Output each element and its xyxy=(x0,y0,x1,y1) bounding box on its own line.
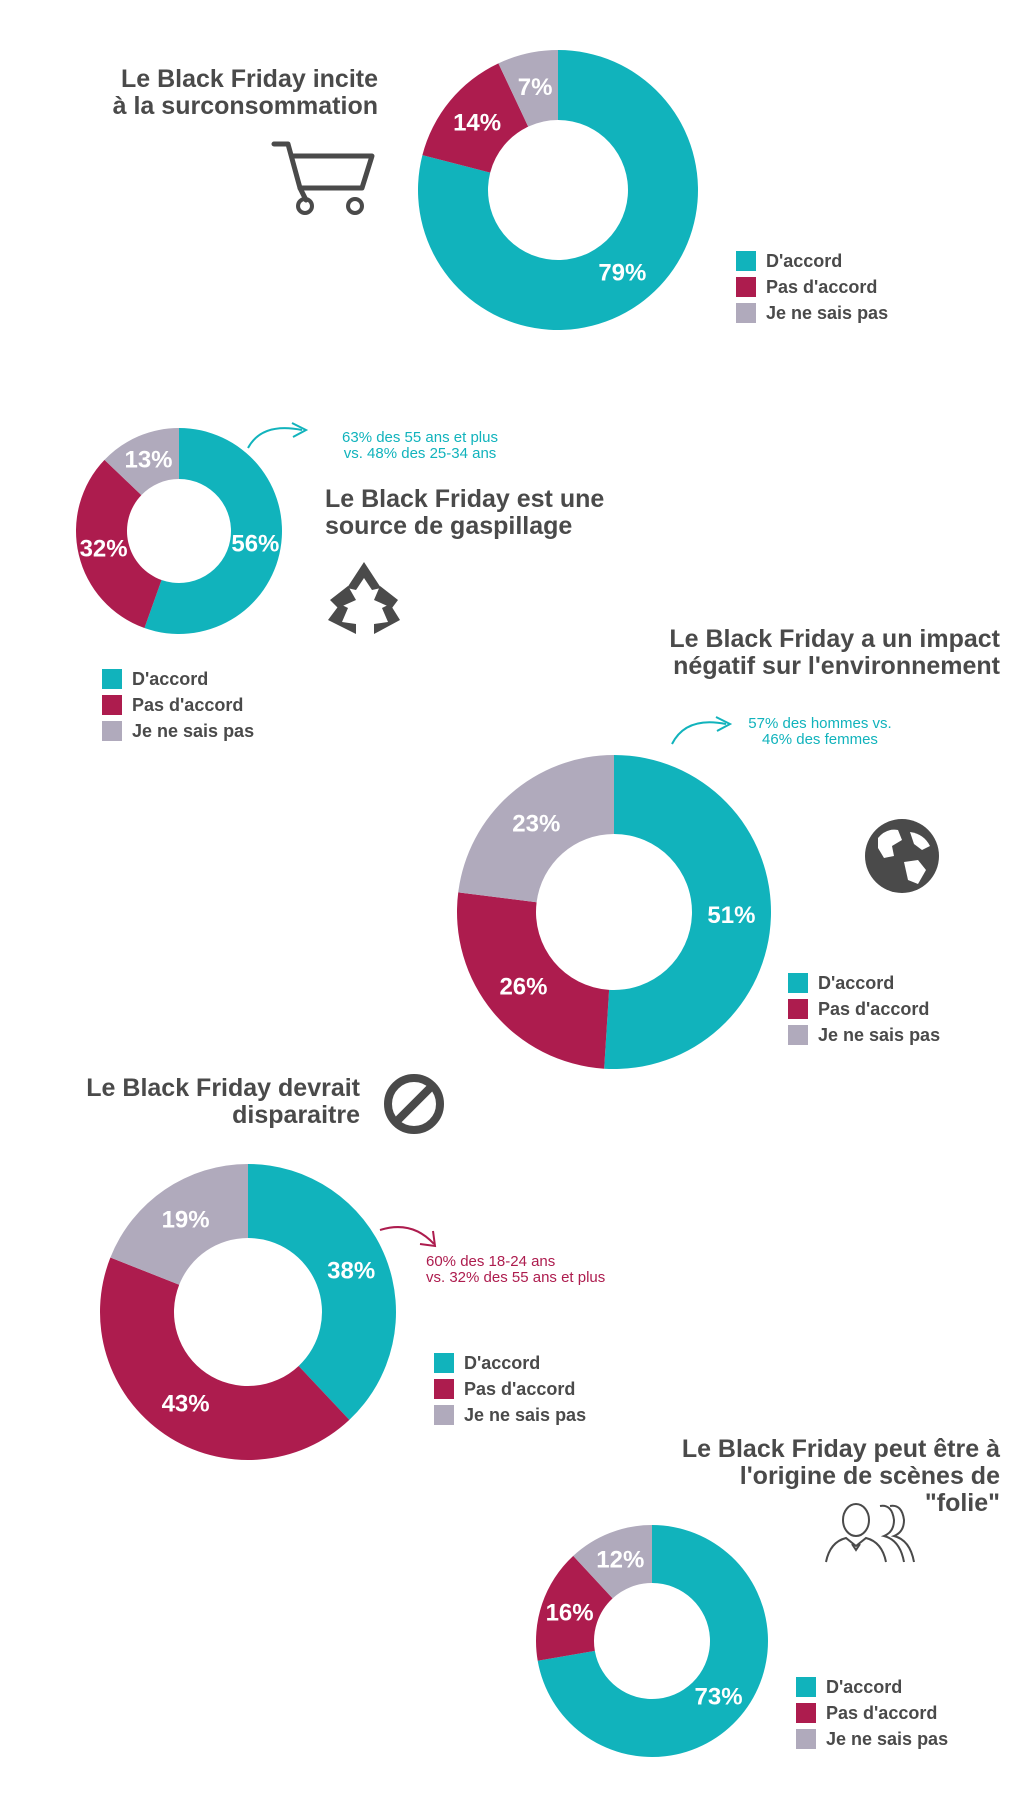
chart4-label-agree: 38% xyxy=(327,1258,375,1285)
chart5-slice-disagree xyxy=(536,1555,613,1661)
legend-item-disagree: Pas d'accord xyxy=(788,996,940,1022)
legend-swatch-agree xyxy=(796,1677,816,1697)
chart1-slice-unsure xyxy=(498,50,558,127)
chart4-label-disagree: 43% xyxy=(162,1390,210,1417)
legend-swatch-disagree xyxy=(788,999,808,1019)
chart4-title: Le Black Friday devrait disparaitre xyxy=(86,1074,360,1129)
chart4-slice-unsure xyxy=(110,1164,248,1285)
legend-item-unsure: Je ne sais pas xyxy=(788,1022,940,1048)
chart5-title: Le Black Friday peut être à l'origine de… xyxy=(681,1435,1000,1517)
legend-swatch-agree xyxy=(102,669,122,689)
chart5-label-unsure: 12% xyxy=(596,1546,644,1573)
legend-swatch-unsure xyxy=(788,1025,808,1045)
legend-item-unsure: Je ne sais pas xyxy=(434,1402,586,1428)
chart4-legend: D'accord Pas d'accord Je ne sais pas xyxy=(434,1350,586,1428)
chart3-slice-agree xyxy=(604,755,772,1069)
chart5-label-agree: 73% xyxy=(695,1684,743,1711)
chart4-donut: 38% 43% 19% xyxy=(99,1164,397,1460)
chart3-annotation: 57% des hommes vs. 46% des femmes xyxy=(748,715,892,748)
legend-item-agree: D'accord xyxy=(788,970,940,996)
legend-item-disagree: Pas d'accord xyxy=(434,1376,586,1402)
legend-item-unsure: Je ne sais pas xyxy=(796,1726,948,1752)
chart1-label-agree: 79% xyxy=(598,259,646,286)
chart3-legend: D'accord Pas d'accord Je ne sais pas xyxy=(788,970,940,1048)
chart2-slice-unsure xyxy=(104,428,179,496)
legend-swatch-unsure xyxy=(102,721,122,741)
legend-item-unsure: Je ne sais pas xyxy=(736,300,888,326)
chart1-label-unsure: 7% xyxy=(518,74,553,101)
chart4-slice-disagree xyxy=(99,1257,350,1460)
legend-item-unsure: Je ne sais pas xyxy=(102,718,254,744)
chart1-label-disagree: 14% xyxy=(453,110,501,137)
chart2-label-unsure: 13% xyxy=(124,446,172,473)
chart1-legend: D'accord Pas d'accord Je ne sais pas xyxy=(736,248,888,326)
legend-item-disagree: Pas d'accord xyxy=(102,692,254,718)
chart3-label-agree: 51% xyxy=(707,902,755,929)
chart2-label-agree: 56% xyxy=(231,531,279,558)
legend-swatch-disagree xyxy=(102,695,122,715)
annotation-arrow-icon xyxy=(247,422,309,449)
chart5-slice-agree xyxy=(537,1525,768,1757)
chart3-label-disagree: 26% xyxy=(499,973,547,1000)
chart2-donut: 56% 32% 13% xyxy=(76,428,283,634)
chart3-title: Le Black Friday a un impact négatif sur … xyxy=(669,625,1000,680)
legend-swatch-disagree xyxy=(796,1703,816,1723)
legend-item-agree: D'accord xyxy=(102,666,254,692)
legend-swatch-agree xyxy=(434,1353,454,1373)
legend-swatch-unsure xyxy=(796,1729,816,1749)
chart5-legend: D'accord Pas d'accord Je ne sais pas xyxy=(796,1674,948,1752)
chart5-donut: 73% 16%12% xyxy=(536,1525,768,1757)
legend-item-agree: D'accord xyxy=(434,1350,586,1376)
legend-swatch-unsure xyxy=(434,1405,454,1425)
chart4-slice-agree xyxy=(248,1164,397,1420)
chart2-title: Le Black Friday est une source de gaspil… xyxy=(325,485,605,540)
legend-item-agree: D'accord xyxy=(796,1674,948,1700)
chart4-annotation: 60% des 18-24 ans vs. 32% des 55 ans et … xyxy=(426,1253,606,1286)
chart5-label-disagree: 16% xyxy=(546,1600,594,1627)
chart3-slice-unsure xyxy=(458,755,614,903)
crowd-icon xyxy=(825,1503,915,1563)
chart4-label-unsure: 19% xyxy=(162,1207,210,1234)
chart2-slice-agree xyxy=(144,428,283,634)
legend-swatch-agree xyxy=(788,973,808,993)
chart2-label-disagree: 32% xyxy=(80,535,128,562)
legend-swatch-disagree xyxy=(434,1379,454,1399)
shopping-cart-icon xyxy=(271,141,375,215)
chart1-slice-agree xyxy=(418,50,698,330)
chart1-slice-disagree xyxy=(422,63,529,173)
chart1-donut: 79% 14% 7% xyxy=(418,50,698,330)
chart3-slice-disagree xyxy=(457,892,610,1069)
legend-swatch-disagree xyxy=(736,277,756,297)
annotation-arrow-icon xyxy=(671,716,733,745)
legend-item-disagree: Pas d'accord xyxy=(736,274,888,300)
annotation-arrow-icon-magenta xyxy=(379,1226,437,1248)
legend-swatch-agree xyxy=(736,251,756,271)
chart3-label-unsure: 23% xyxy=(512,810,560,837)
prohibited-icon xyxy=(384,1074,444,1134)
globe-icon xyxy=(865,819,939,893)
legend-item-agree: D'accord xyxy=(736,248,888,274)
chart1-title: Le Black Friday incite à la surconsommat… xyxy=(112,65,378,120)
chart2-legend: D'accord Pas d'accord Je ne sais pas xyxy=(102,666,254,744)
chart2-slice-disagree xyxy=(76,459,162,629)
legend-item-disagree: Pas d'accord xyxy=(796,1700,948,1726)
legend-swatch-unsure xyxy=(736,303,756,323)
chart5-slice-unsure xyxy=(573,1525,652,1599)
recycle-icon xyxy=(328,562,400,634)
chart3-donut: 51% 26% 23% xyxy=(457,755,772,1069)
chart2-annotation: 63% des 55 ans et plus vs. 48% des 25-34… xyxy=(342,429,498,462)
